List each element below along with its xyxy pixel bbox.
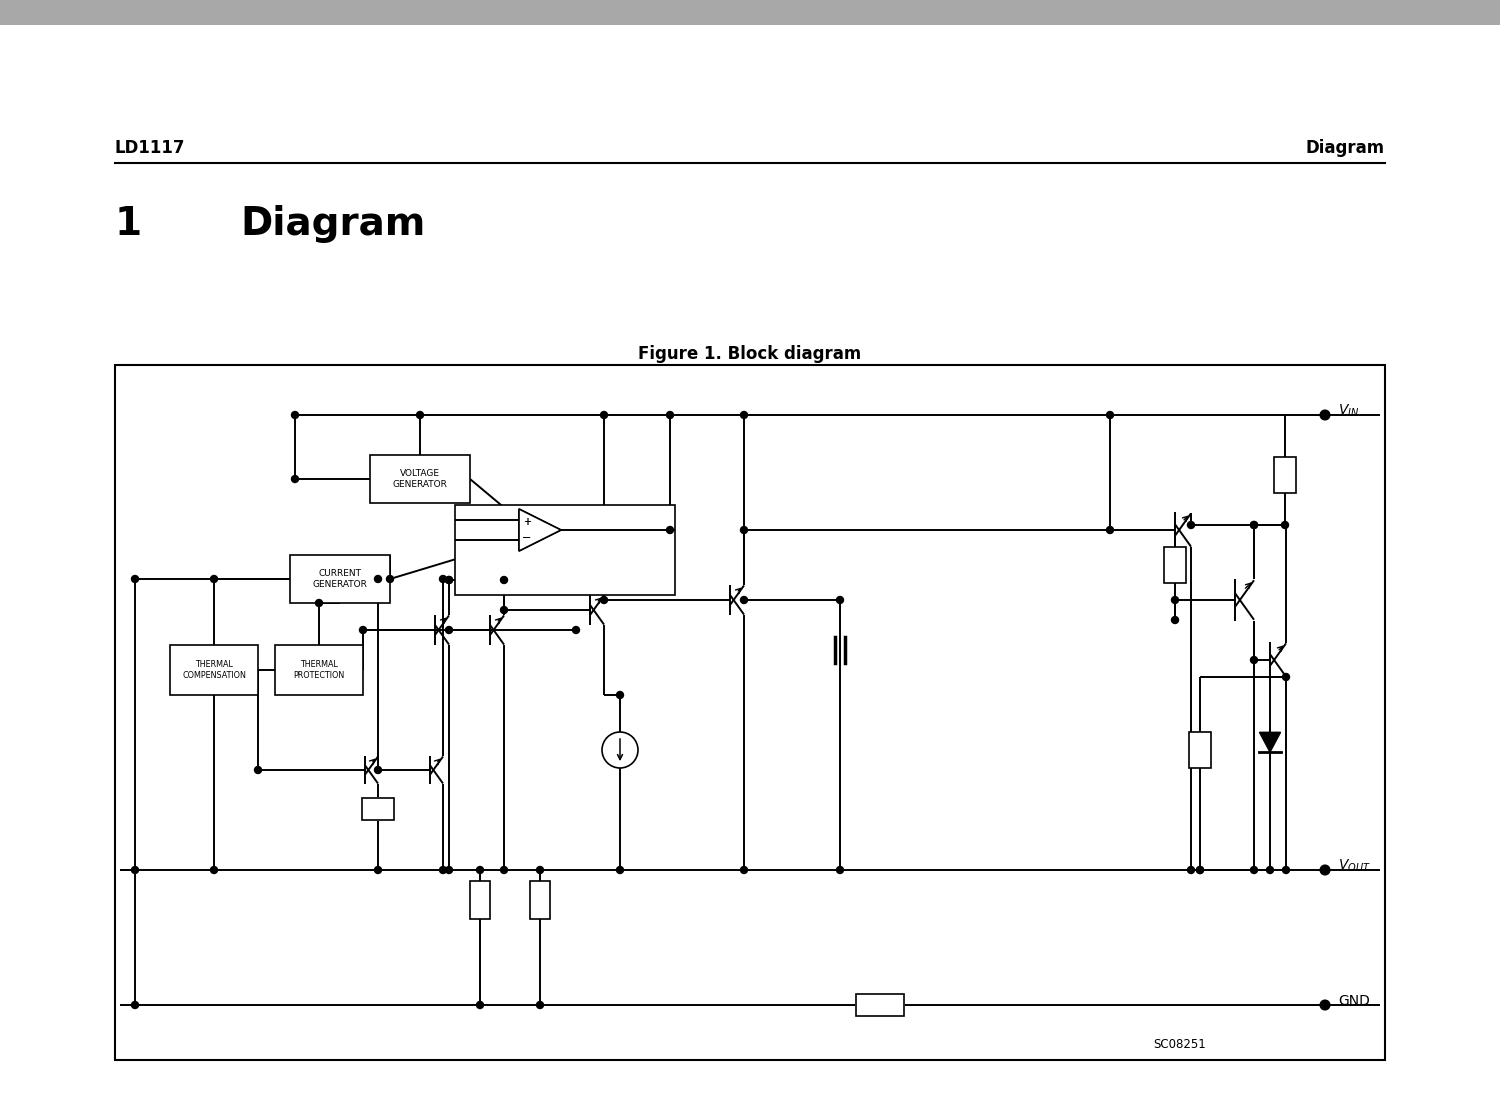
Bar xyxy=(530,881,550,919)
Text: CURRENT
GENERATOR: CURRENT GENERATOR xyxy=(312,569,368,590)
Bar xyxy=(856,993,904,1016)
Circle shape xyxy=(1188,866,1194,873)
Circle shape xyxy=(600,597,608,603)
Circle shape xyxy=(837,597,843,603)
Circle shape xyxy=(1251,866,1257,873)
Bar xyxy=(1164,547,1186,583)
Circle shape xyxy=(616,866,624,873)
Circle shape xyxy=(440,866,447,873)
Circle shape xyxy=(1197,866,1203,873)
Circle shape xyxy=(210,866,218,873)
Circle shape xyxy=(1322,411,1329,418)
Circle shape xyxy=(417,411,423,418)
Circle shape xyxy=(446,576,453,583)
Text: $V_{OUT}$: $V_{OUT}$ xyxy=(1338,857,1371,874)
Text: THERMAL
PROTECTION: THERMAL PROTECTION xyxy=(294,660,345,680)
Circle shape xyxy=(1282,673,1290,680)
Circle shape xyxy=(501,866,507,873)
Text: Diagram: Diagram xyxy=(240,205,426,243)
Bar xyxy=(290,555,390,603)
Circle shape xyxy=(741,597,747,603)
Circle shape xyxy=(537,866,543,873)
Text: −: − xyxy=(522,533,531,543)
Circle shape xyxy=(1281,522,1288,529)
Circle shape xyxy=(602,733,638,768)
Circle shape xyxy=(132,866,138,873)
Circle shape xyxy=(440,575,447,582)
Circle shape xyxy=(666,411,674,418)
Bar xyxy=(0,0,1500,25)
Circle shape xyxy=(1282,866,1290,873)
Text: +: + xyxy=(522,516,531,526)
Circle shape xyxy=(1320,410,1329,419)
Text: THERMAL
COMPENSATION: THERMAL COMPENSATION xyxy=(182,660,246,680)
Text: SC08251: SC08251 xyxy=(1154,1038,1206,1051)
Circle shape xyxy=(132,1001,138,1008)
Circle shape xyxy=(1320,865,1329,874)
Circle shape xyxy=(1188,522,1194,529)
Polygon shape xyxy=(519,510,561,551)
Bar xyxy=(1274,457,1296,493)
Bar xyxy=(116,365,1385,1060)
Circle shape xyxy=(741,866,747,873)
Circle shape xyxy=(375,575,381,582)
Circle shape xyxy=(600,411,608,418)
Circle shape xyxy=(501,576,507,583)
Circle shape xyxy=(375,866,381,873)
Circle shape xyxy=(1197,866,1203,873)
Polygon shape xyxy=(519,510,561,551)
Circle shape xyxy=(1322,866,1329,873)
Circle shape xyxy=(255,766,261,774)
Circle shape xyxy=(387,575,393,582)
Circle shape xyxy=(446,866,453,873)
Circle shape xyxy=(1172,597,1179,603)
Circle shape xyxy=(537,1001,543,1008)
Text: −: − xyxy=(522,533,531,543)
Circle shape xyxy=(1322,1001,1329,1008)
Text: Figure 1. Block diagram: Figure 1. Block diagram xyxy=(639,345,861,363)
Circle shape xyxy=(666,526,674,533)
Circle shape xyxy=(446,576,453,583)
Text: +: + xyxy=(522,516,531,526)
Circle shape xyxy=(837,866,843,873)
Circle shape xyxy=(315,600,322,607)
Circle shape xyxy=(375,766,381,774)
Bar xyxy=(274,644,363,695)
Circle shape xyxy=(291,411,298,418)
Text: GND: GND xyxy=(1338,993,1370,1008)
Polygon shape xyxy=(1260,733,1281,753)
Circle shape xyxy=(1107,526,1113,533)
Text: $V_{IN}$: $V_{IN}$ xyxy=(1338,403,1359,419)
Circle shape xyxy=(616,691,624,698)
Circle shape xyxy=(477,1001,483,1008)
Bar xyxy=(454,505,675,595)
Circle shape xyxy=(1320,1000,1329,1009)
Bar xyxy=(370,455,470,503)
Circle shape xyxy=(360,627,366,633)
Text: Diagram: Diagram xyxy=(1306,139,1384,157)
Text: VOLTAGE
GENERATOR: VOLTAGE GENERATOR xyxy=(393,468,447,489)
Bar xyxy=(1190,733,1210,768)
Bar xyxy=(470,881,490,919)
Circle shape xyxy=(446,627,453,633)
Circle shape xyxy=(477,866,483,873)
Circle shape xyxy=(1107,411,1113,418)
Circle shape xyxy=(741,526,747,533)
Circle shape xyxy=(501,607,507,613)
Bar xyxy=(362,798,394,820)
Circle shape xyxy=(1266,866,1274,873)
Circle shape xyxy=(1251,657,1257,663)
Circle shape xyxy=(1172,617,1179,623)
Circle shape xyxy=(1251,522,1257,529)
Text: 1: 1 xyxy=(116,205,142,243)
Text: LD1117: LD1117 xyxy=(116,139,186,157)
Circle shape xyxy=(291,475,298,483)
Circle shape xyxy=(1251,522,1257,529)
Circle shape xyxy=(573,627,579,633)
Circle shape xyxy=(741,411,747,418)
Circle shape xyxy=(132,575,138,582)
Bar xyxy=(170,644,258,695)
Circle shape xyxy=(210,575,218,582)
